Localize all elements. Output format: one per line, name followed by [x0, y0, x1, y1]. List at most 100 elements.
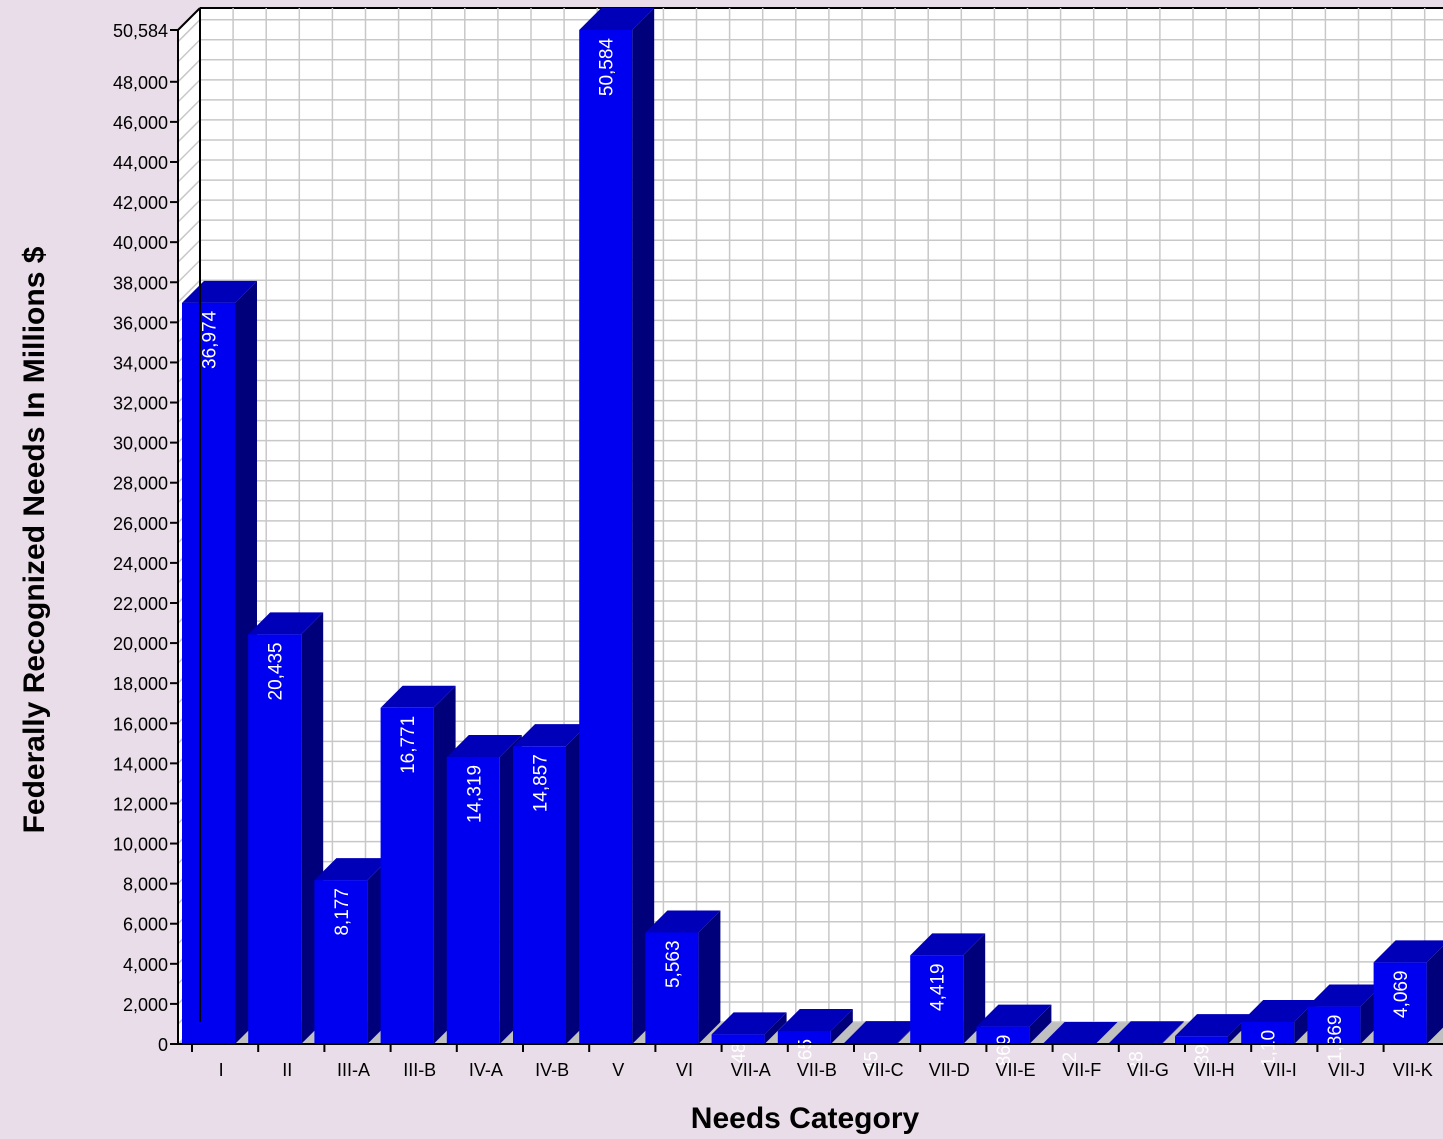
x-tick-label: VII-D	[929, 1060, 970, 1080]
x-tick-label: VII-H	[1194, 1060, 1235, 1080]
y-tick-label: 16,000	[113, 714, 168, 734]
x-tick-label: VI	[676, 1060, 693, 1080]
bar-front	[513, 746, 566, 1044]
data-label: 1,869	[1325, 1015, 1346, 1063]
x-tick-label: V	[612, 1060, 624, 1080]
x-tick-label: VII-J	[1328, 1060, 1365, 1080]
gridline-side	[177, 239, 201, 263]
bar-front	[1241, 1021, 1295, 1044]
bar-side	[1029, 1004, 1052, 1044]
y-tick-label: 50,584	[113, 21, 168, 41]
data-label: 4,419	[928, 963, 949, 1011]
bars	[182, 8, 1443, 1045]
bar-top	[645, 910, 721, 933]
gridline-side	[177, 99, 201, 123]
data-label: 8,177	[332, 888, 353, 936]
bar-top	[314, 858, 390, 881]
data-labels: 36,974 20,435 8,177 16,771 14,319 14,857 50,58…	[200, 38, 1413, 1073]
bar-front	[1175, 1036, 1228, 1044]
bar-side	[1426, 946, 1443, 1044]
bar-side	[698, 910, 721, 1044]
gridline-side	[177, 139, 201, 163]
bar-VII-D	[910, 933, 986, 1044]
bar-side	[1161, 1021, 1184, 1044]
x-tick-label: VII-K	[1393, 1060, 1433, 1080]
y-tick-label: 6,000	[123, 915, 168, 935]
data-label: 14,319	[464, 765, 485, 823]
gridline-side	[177, 219, 201, 243]
gridline-side	[177, 199, 201, 223]
bar-front	[248, 634, 302, 1044]
x-tick-label: VII-A	[731, 1060, 771, 1080]
x-tick-label: VII-I	[1264, 1060, 1297, 1080]
bar-front	[711, 1034, 765, 1044]
y-tick-label: 0	[158, 1035, 168, 1055]
x-tick-label: I	[219, 1060, 224, 1080]
y-tick-label: 46,000	[113, 113, 168, 133]
bar-top	[976, 1004, 1052, 1027]
data-label: 38	[1126, 1051, 1147, 1072]
bar-top	[711, 1012, 787, 1035]
bar-front	[579, 30, 633, 1044]
bar-front	[1373, 962, 1427, 1044]
bar-VII-E	[976, 1004, 1052, 1044]
gridline-side	[177, 19, 201, 43]
y-tick-label: 10,000	[113, 835, 168, 855]
data-label: 50,584	[597, 38, 618, 97]
gridline-side	[177, 279, 201, 303]
gridline-side	[177, 39, 201, 63]
y-tick-label: 26,000	[113, 514, 168, 534]
data-label: 39	[1193, 1044, 1214, 1065]
x-tick-label: IV-A	[469, 1060, 503, 1080]
bar-top	[380, 685, 456, 708]
bar-top	[1307, 984, 1383, 1007]
gridline-side	[177, 119, 201, 143]
data-label: 869	[994, 1035, 1015, 1067]
x-tick-label: VII-C	[863, 1060, 904, 1080]
bar-front	[380, 707, 434, 1044]
x-tick-label: III-A	[337, 1060, 370, 1080]
x-axis-title: Needs Category	[691, 1102, 920, 1135]
bar-front	[1307, 1006, 1361, 1044]
bar-front	[910, 955, 964, 1044]
bar-top	[248, 612, 324, 635]
x-tick-label: VII-B	[797, 1060, 837, 1080]
gridline-side	[177, 159, 201, 183]
bar-top	[910, 933, 986, 956]
y-tick-label: 12,000	[113, 794, 168, 814]
bar-top	[1042, 1021, 1118, 1044]
data-label: 36,974	[200, 310, 221, 369]
bar-top	[513, 724, 588, 747]
data-label: 14,857	[531, 754, 552, 812]
bar-side	[1095, 1021, 1118, 1044]
data-label: 16,771	[398, 716, 419, 774]
y-tick-label: 40,000	[113, 233, 168, 253]
y-axis-title: Federally Recognized Needs In Millions $	[18, 246, 51, 833]
gridline-side	[177, 179, 201, 203]
data-label: 2	[1060, 1052, 1081, 1063]
data-label: 5,563	[663, 940, 684, 988]
data-label: 48	[729, 1042, 750, 1063]
y-tick-label: 22,000	[113, 594, 168, 614]
bar-front	[976, 1026, 1030, 1044]
data-label: 65	[795, 1039, 816, 1060]
y-tick-label: 44,000	[113, 153, 168, 173]
bar-front	[314, 880, 368, 1044]
y-tick-label: 30,000	[113, 434, 168, 454]
data-label: 45	[862, 1051, 883, 1072]
bar-side	[963, 933, 986, 1044]
y-tick-label: 42,000	[113, 193, 168, 213]
bar-side	[632, 8, 655, 1044]
bar-III-A	[314, 858, 390, 1044]
x-tick-label: II	[282, 1060, 292, 1080]
x-tick-label: VII-G	[1127, 1060, 1169, 1080]
y-tick-label: 32,000	[113, 394, 168, 414]
y-tick-label: 24,000	[113, 554, 168, 574]
x-tick-label: III-B	[403, 1060, 436, 1080]
y-tick-label: 14,000	[113, 754, 168, 774]
bar-front	[777, 1030, 831, 1044]
bar-front	[182, 302, 235, 1044]
data-label: 4,069	[1391, 970, 1412, 1018]
gridline-side	[177, 259, 201, 283]
bar-top	[579, 8, 655, 30]
